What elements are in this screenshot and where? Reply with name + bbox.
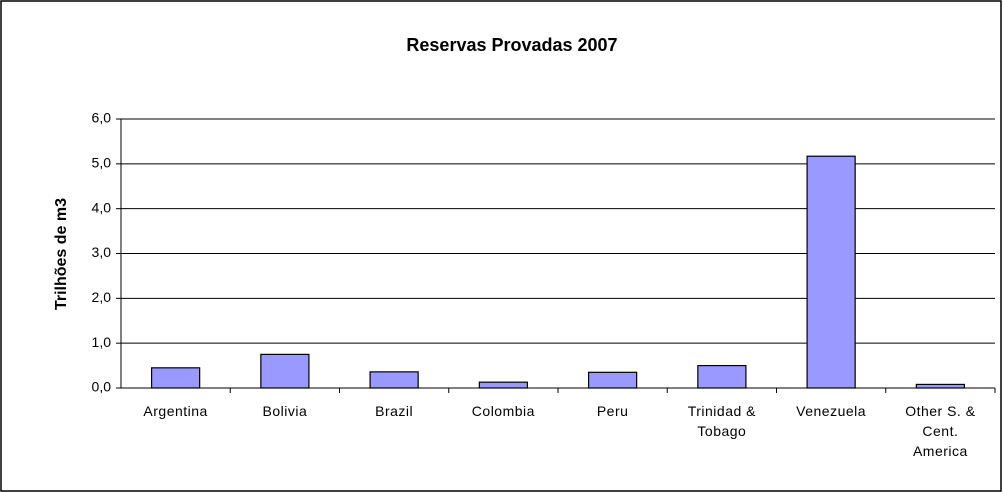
bar [915, 383, 966, 389]
y-tick-label: 2,0 [92, 289, 112, 305]
x-tick-label: Trinidad & Tobago [688, 403, 756, 439]
x-tick-label: Other S. & Cent. America [905, 403, 976, 459]
bar [587, 371, 638, 389]
y-tick-label: 4,0 [92, 199, 112, 215]
x-tick-label: Peru [597, 403, 629, 419]
x-tick-label: Colombia [472, 403, 535, 419]
chart-title: Reservas Provadas 2007 [406, 35, 617, 55]
y-tick-label: 1,0 [92, 334, 112, 350]
x-tick-label: Argentina [143, 403, 207, 419]
bar [806, 155, 856, 389]
bar [150, 367, 201, 389]
bar [260, 353, 310, 389]
x-tick-label: Bolivia [263, 403, 308, 419]
y-tick-label: 0,0 [92, 379, 112, 395]
y-tick-label: 5,0 [92, 155, 112, 171]
y-tick-label: 3,0 [92, 244, 112, 260]
bar [478, 381, 529, 389]
bar [697, 364, 747, 389]
y-tick-label: 6,0 [92, 110, 112, 126]
x-tick-label: Brazil [375, 403, 413, 419]
bar [369, 371, 419, 389]
y-axis-label: Trilhões de m3 [53, 198, 70, 310]
x-tick-label: Venezuela [796, 403, 866, 419]
